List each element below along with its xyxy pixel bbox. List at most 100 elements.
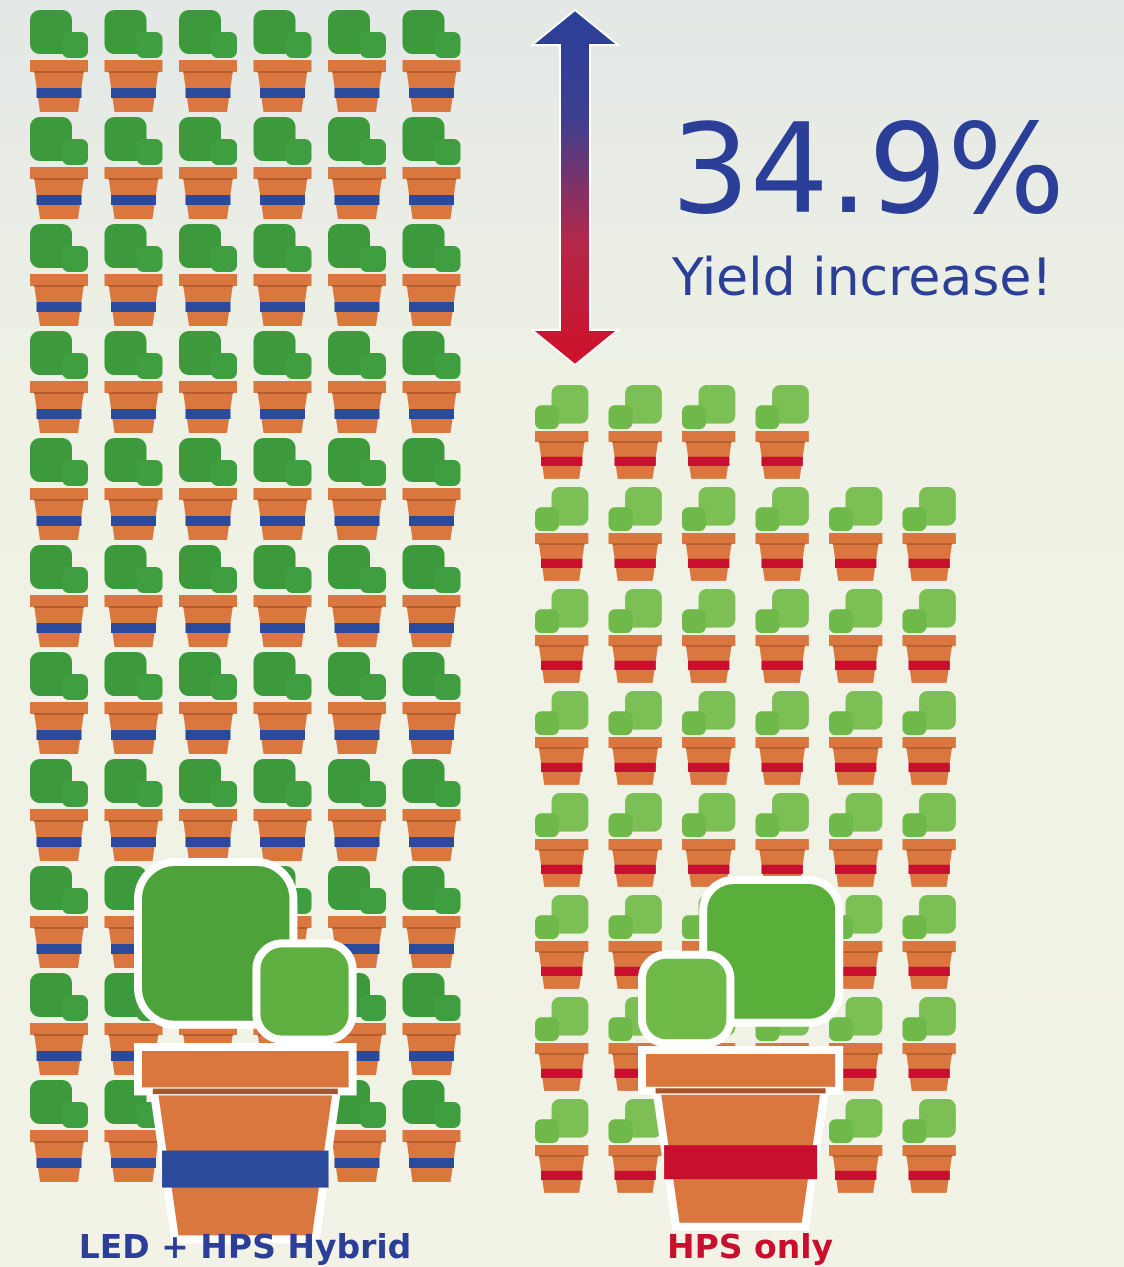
pot-band xyxy=(36,516,82,526)
leaf xyxy=(845,1099,883,1138)
pot-icon xyxy=(755,487,809,581)
leaf xyxy=(360,353,386,379)
leaf xyxy=(551,589,589,628)
pot-rim xyxy=(30,381,88,393)
pot-rim xyxy=(402,167,461,179)
pot-icon xyxy=(829,1099,883,1193)
pot-band xyxy=(908,1170,950,1180)
pot-rim xyxy=(608,941,662,953)
pot-icons xyxy=(30,10,956,1244)
leaf xyxy=(179,545,221,589)
pot-icon xyxy=(30,866,88,968)
headline-caption: Yield increase! xyxy=(671,248,1052,308)
pot-icon xyxy=(328,438,386,540)
pot-rim xyxy=(30,167,88,179)
pot-icon xyxy=(902,487,956,581)
pot-band xyxy=(614,966,656,976)
pot-band xyxy=(614,864,656,874)
pot-band xyxy=(540,966,583,976)
pot-icon xyxy=(253,438,312,540)
leaf xyxy=(62,32,88,58)
pot-rim xyxy=(104,1023,163,1035)
leaf xyxy=(136,32,163,58)
pot-icon xyxy=(755,589,809,683)
leaf xyxy=(136,353,163,379)
leaf xyxy=(360,567,386,593)
pot-rim xyxy=(253,381,312,393)
pot-band xyxy=(185,409,231,419)
pot-icon xyxy=(30,224,88,326)
leaf xyxy=(625,589,662,628)
pot-icon xyxy=(682,793,736,887)
pot-rim xyxy=(902,1043,956,1055)
leaf xyxy=(30,438,72,482)
pot-icon xyxy=(30,652,88,754)
pot-band xyxy=(111,730,156,740)
leaf xyxy=(136,674,163,700)
pot-rim xyxy=(253,274,312,286)
pot-rim xyxy=(328,488,386,500)
leaf xyxy=(30,1080,72,1124)
pot-icon xyxy=(179,759,237,861)
pot-band xyxy=(908,558,950,568)
leaf xyxy=(535,711,559,736)
leaf xyxy=(625,487,662,526)
pot-icon xyxy=(902,895,956,989)
pot-icon xyxy=(829,691,883,785)
pot-icon xyxy=(30,973,88,1075)
leaf xyxy=(845,997,883,1036)
leaf xyxy=(285,460,312,486)
leaf xyxy=(402,117,445,161)
leaf xyxy=(402,866,445,910)
pot-icon xyxy=(253,224,312,326)
leaf xyxy=(434,353,461,379)
leaf xyxy=(62,1102,88,1128)
leaf xyxy=(328,331,370,375)
leaf xyxy=(698,691,736,730)
pot-icon xyxy=(104,10,163,112)
pot-icon xyxy=(104,438,163,540)
leaf xyxy=(179,117,221,161)
pot-band xyxy=(409,88,454,98)
pot-band xyxy=(409,409,454,419)
pot-rim xyxy=(104,809,163,821)
pot-rim xyxy=(402,1023,461,1035)
pot-rim xyxy=(608,737,662,749)
pot-band xyxy=(409,944,454,954)
pot-rim xyxy=(253,60,312,72)
leaf xyxy=(179,438,221,482)
pot-icon xyxy=(902,997,956,1091)
pot-rim xyxy=(402,274,461,286)
pot-rim xyxy=(179,60,237,72)
leaf xyxy=(434,246,461,272)
leaf xyxy=(434,460,461,486)
pot-band xyxy=(687,762,730,772)
pot-rim xyxy=(638,1046,844,1095)
pot-icon xyxy=(402,1080,461,1182)
leaf xyxy=(402,759,445,803)
pot-icon xyxy=(328,1080,386,1182)
leaf xyxy=(829,1017,853,1042)
pot-band xyxy=(761,864,803,874)
pot-icon xyxy=(608,793,662,887)
leaf xyxy=(328,759,370,803)
leaf xyxy=(698,793,736,832)
pot-rim xyxy=(179,381,237,393)
leaf xyxy=(136,567,163,593)
pot-rim xyxy=(608,431,662,443)
leaf xyxy=(902,813,927,838)
pot-rim xyxy=(30,595,88,607)
pot-band xyxy=(260,516,305,526)
leaf xyxy=(608,915,633,940)
pot-rim xyxy=(755,431,809,443)
leaf xyxy=(285,567,312,593)
leaf xyxy=(211,246,237,272)
pot-icon xyxy=(608,691,662,785)
pot-icon xyxy=(535,1099,589,1193)
pot-rim xyxy=(179,809,237,821)
pot-icon xyxy=(328,652,386,754)
pot-rim xyxy=(328,167,386,179)
pot-band xyxy=(36,837,82,847)
pot-rim xyxy=(402,916,461,928)
